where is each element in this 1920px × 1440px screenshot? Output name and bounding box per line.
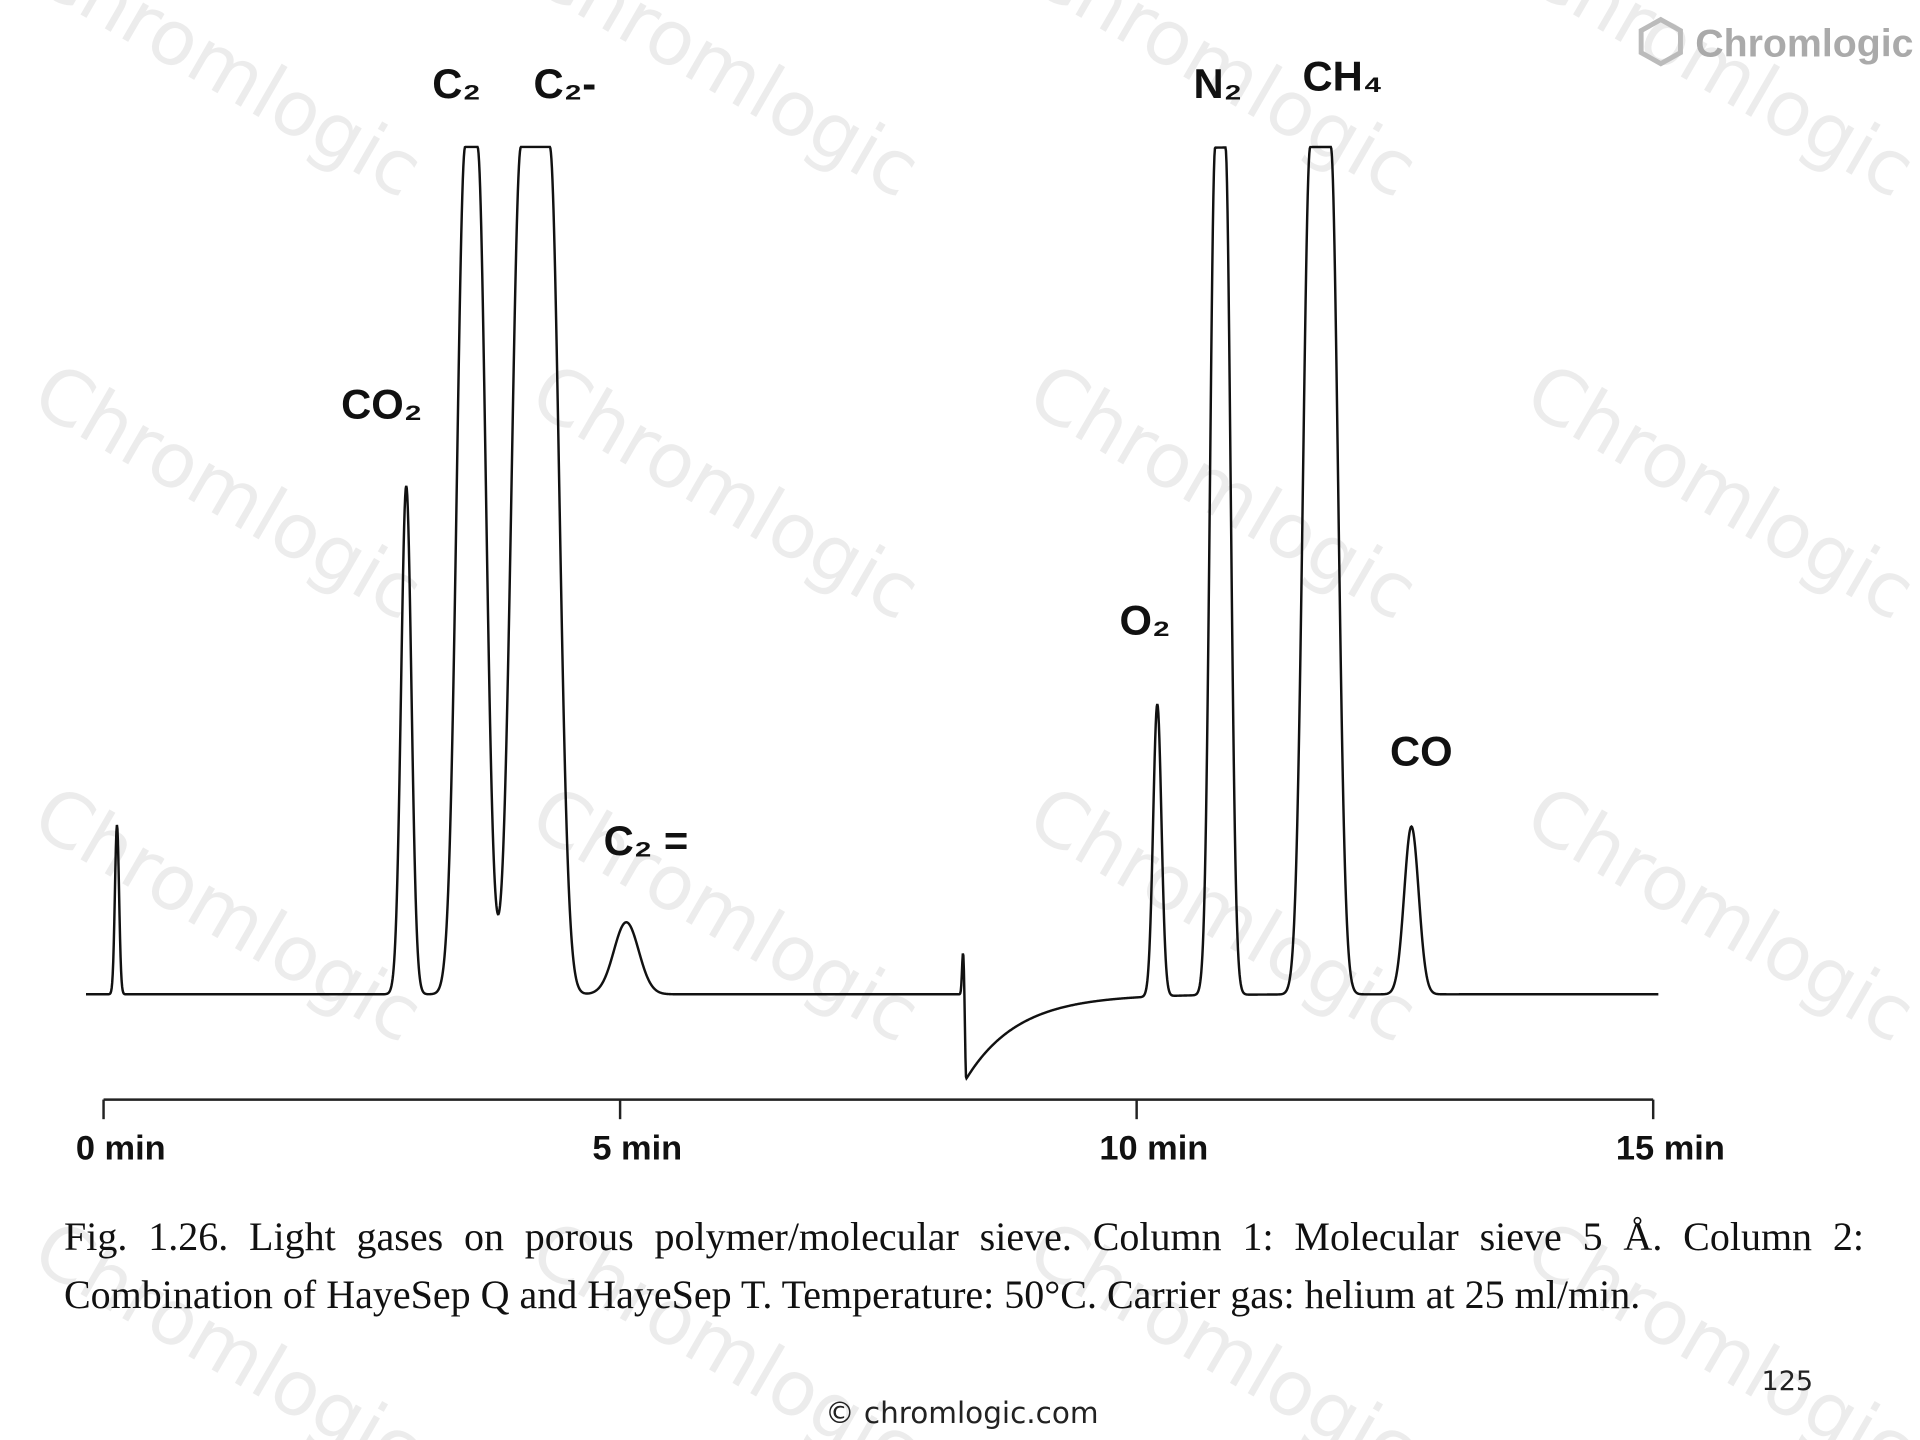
logo-icon <box>1638 16 1683 67</box>
x-tick-label: 0 min <box>76 1130 166 1168</box>
watermark: Chromlogic <box>1014 768 1432 1060</box>
trace <box>85 145 1659 1081</box>
watermark: Chromlogic <box>19 768 437 1060</box>
watermark: Chromlogic <box>1512 346 1920 638</box>
watermark: Chromlogic <box>517 0 935 215</box>
footer: © chromlogic.com <box>825 1396 1099 1430</box>
peak-label: C₂ = <box>604 817 689 864</box>
peak-label: N₂ <box>1194 60 1243 107</box>
caption: Fig. 1.26. Light gases on porous polymer… <box>64 1214 1864 1317</box>
logo-text: Chromlogic <box>1695 21 1913 65</box>
watermark: Chromlogic <box>517 346 935 638</box>
watermark: Chromlogic <box>1014 346 1432 638</box>
peak-label: CO₂ <box>341 381 422 428</box>
watermark: Chromlogic <box>1512 768 1920 1060</box>
peak-label: O₂ <box>1120 597 1171 644</box>
logo: Chromlogic <box>1638 16 1914 67</box>
peak-label: C₂ <box>432 60 481 107</box>
peak-label: C₂- <box>534 60 597 107</box>
x-tick-label: 5 min <box>592 1130 682 1168</box>
watermark: Chromlogic <box>1014 0 1432 215</box>
peak-label: CO <box>1390 727 1453 774</box>
x-tick-label: 10 min <box>1099 1130 1208 1168</box>
page-number: 125 <box>1762 1366 1814 1397</box>
peak-label: CH₄ <box>1303 53 1383 100</box>
watermark: Chromlogic <box>517 768 935 1060</box>
x-tick-label: 15 min <box>1616 1130 1725 1168</box>
watermark: Chromlogic <box>19 0 437 215</box>
